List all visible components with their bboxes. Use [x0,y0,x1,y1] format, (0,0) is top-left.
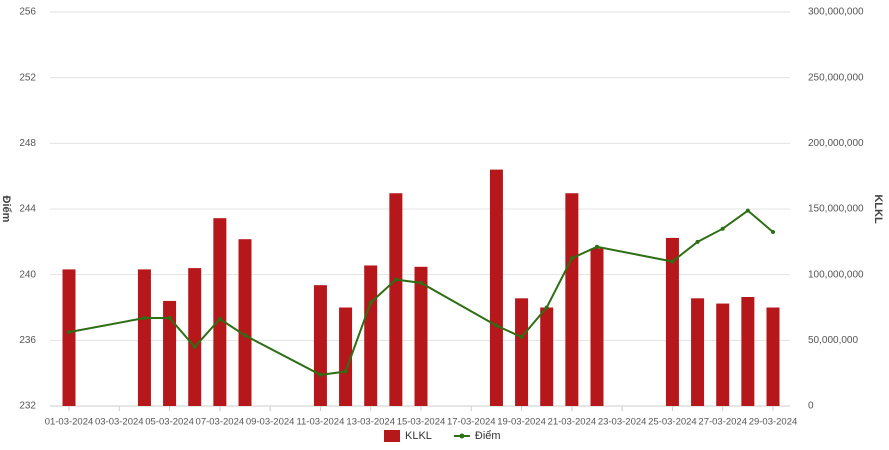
bar [339,307,353,406]
y-axis-title: Điểm [0,196,12,223]
bar [489,169,503,406]
x-tick-label: 27-03-2024 [698,417,747,428]
x-tick-label: 07-03-2024 [196,417,245,428]
line-point [595,244,599,249]
x-tick-label: 03-03-2024 [95,417,144,428]
bar [716,303,730,406]
x-tick-label: 13-03-2024 [346,417,395,428]
x-tick-label: 25-03-2024 [648,417,697,428]
line-point [393,277,398,282]
y-tick-label: 256 [19,7,36,18]
line-point [368,300,373,305]
bar [741,296,755,406]
y-tick-label: 240 [19,269,36,280]
line-point [745,208,750,213]
bar [188,268,202,406]
line-point [695,239,700,244]
y2-tick-label: 100,000,000 [808,269,864,280]
y2-tick-label: 200,000,000 [808,138,864,149]
x-tick-label: 01-03-2024 [45,417,94,428]
y-tick-label: 252 [19,72,36,83]
x-tick-label: 05-03-2024 [145,417,194,428]
bar [691,298,705,406]
y-tick-label: 244 [19,204,36,215]
y-tick-label: 236 [19,335,36,346]
x-tick-label: 09-03-2024 [246,417,295,428]
y-tick-label: 232 [19,401,36,412]
y2-tick-label: 50,000,000 [808,335,858,346]
bar [766,307,780,406]
legend-swatch [459,433,465,439]
line-point [720,226,725,231]
y2-axis-title: KLKL [872,194,884,224]
line-point [569,256,574,261]
x-tick-label: 21-03-2024 [548,417,597,428]
line-point [318,372,323,377]
line-point [67,330,71,335]
y-tick-label: 248 [19,138,36,149]
line-point [670,259,675,264]
line-point [343,369,348,374]
y2-tick-label: 0 [808,401,814,412]
line-point [771,229,775,234]
bar [313,285,327,406]
line-point [494,323,499,328]
bar [389,193,403,406]
bar [62,269,76,406]
bar [213,218,227,406]
y2-tick-label: 300,000,000 [808,7,864,18]
line-point [419,280,423,285]
bar [565,193,579,406]
bar [515,298,529,406]
x-tick-label: 23-03-2024 [598,417,647,428]
line-point [192,344,197,349]
y2-tick-label: 250,000,000 [808,72,864,83]
bar [665,237,679,406]
legend-label: KLKL [405,430,432,442]
bar [238,239,252,406]
legend-swatch [384,430,400,442]
line-point [217,316,222,321]
bar [540,307,554,406]
line-point [167,316,172,321]
bar [414,266,428,406]
bar [364,265,378,406]
line-point [243,333,247,338]
x-tick-label: 29-03-2024 [749,417,798,428]
bar [590,248,604,406]
x-tick-label: 19-03-2024 [497,417,546,428]
line-point [544,305,549,310]
x-tick-label: 15-03-2024 [397,417,446,428]
bar [163,300,177,406]
y2-tick-label: 150,000,000 [808,204,864,215]
line-point [142,316,147,321]
x-tick-label: 17-03-2024 [447,417,496,428]
bar [137,269,151,406]
line-point [519,335,524,340]
x-tick-label: 11-03-2024 [296,417,344,428]
legend-label: Điểm [475,430,501,442]
